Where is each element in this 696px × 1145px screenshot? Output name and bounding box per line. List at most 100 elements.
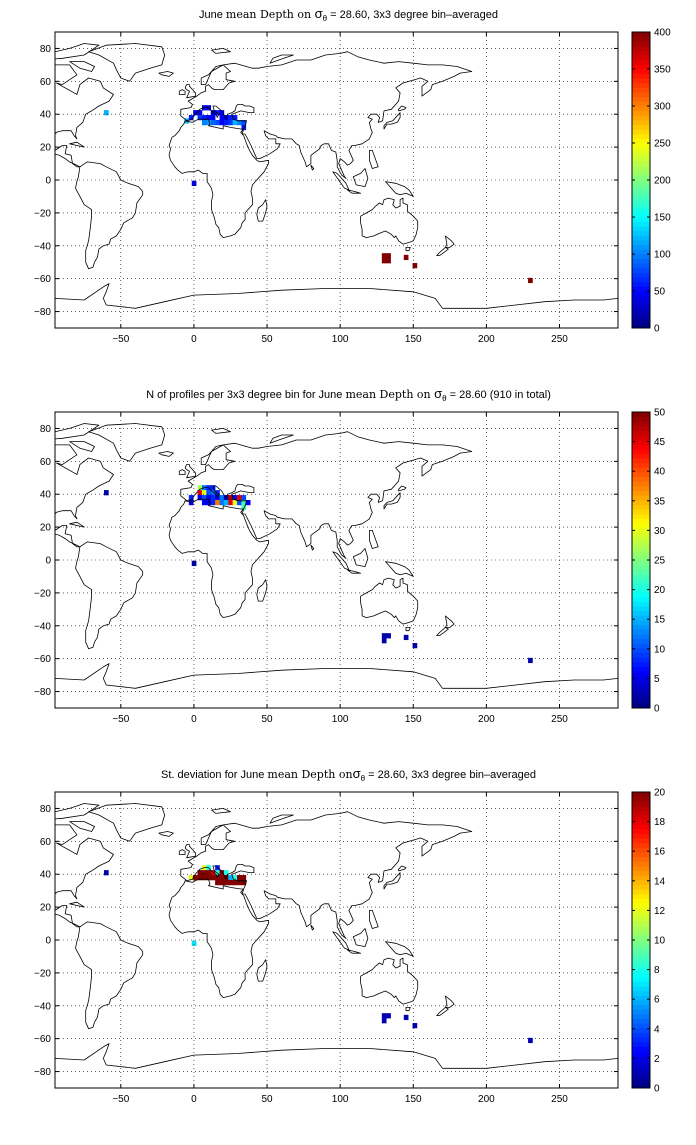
coastline (310, 164, 315, 171)
data-bin (245, 499, 251, 506)
data-bin (197, 115, 203, 121)
colorbar-swatch (632, 272, 650, 278)
colorbar-swatch (632, 323, 650, 329)
colorbar-swatch (632, 829, 650, 835)
data-bin (381, 253, 387, 259)
data-bin (206, 119, 212, 126)
colorbar-swatch (632, 435, 650, 441)
bin-layer (103, 105, 533, 284)
coastline (168, 498, 269, 618)
colorbar-swatch (632, 1083, 650, 1089)
colorbar-swatch (632, 472, 650, 478)
data-bin (188, 499, 194, 506)
coastline (168, 118, 269, 238)
colorbar-swatch (632, 870, 650, 876)
colorbar-swatch (632, 926, 650, 932)
colorbar-swatch (632, 903, 650, 909)
colorbar-swatch (632, 569, 650, 575)
colorbar-swatch (632, 430, 650, 436)
data-bin (210, 495, 216, 501)
data-bin (219, 495, 225, 501)
title-text: N of profiles per 3x3 degree bin for Jun… (146, 389, 345, 401)
colorbar-swatch (632, 953, 650, 959)
coastline (269, 434, 294, 444)
colorbar-swatch (632, 212, 650, 218)
coastline (436, 1007, 449, 1016)
y-tick-label: −40 (34, 1001, 51, 1012)
data-bin (201, 119, 207, 126)
colorbar-swatch (632, 449, 650, 455)
colorbar-swatch (632, 184, 650, 190)
colorbar-tick-label: 25 (654, 556, 666, 567)
coastline (69, 141, 85, 148)
coastline (347, 189, 361, 194)
coastline (69, 521, 85, 528)
coastline (75, 921, 144, 1030)
data-bin (223, 499, 229, 506)
colorbar-swatch (632, 819, 650, 825)
title-text: mean Depth on (226, 8, 315, 21)
colorbar-swatch (632, 295, 650, 301)
colorbar: 0 2 4 6 8 10 12 14 16 18 20 (631, 788, 666, 1095)
data-bin (210, 499, 216, 506)
data-bin (103, 870, 109, 876)
data-bin (191, 560, 197, 567)
colorbar-swatch (632, 133, 650, 139)
colorbar-tick-label: 0 (654, 1084, 660, 1095)
y-tick-label: 40 (40, 110, 52, 121)
colorbar-swatch (632, 115, 650, 121)
colorbar-swatch (632, 92, 650, 98)
colorbar-swatch (632, 684, 650, 690)
colorbar-swatch (632, 291, 650, 297)
colorbar-swatch (632, 180, 650, 186)
y-tick-label: 60 (40, 457, 52, 468)
data-bin (228, 115, 233, 121)
coastline (55, 803, 100, 820)
data-bin (386, 253, 391, 259)
colorbar-swatch (632, 573, 650, 579)
data-bin (381, 258, 387, 264)
colorbar-tick-label: 400 (654, 28, 671, 39)
data-bin (241, 124, 247, 131)
colorbar-swatch (632, 1018, 650, 1024)
coastline (158, 71, 174, 77)
colorbar-tick-label: 20 (654, 585, 666, 596)
colorbar-swatch (632, 842, 650, 848)
data-bin (210, 490, 216, 496)
y-tick-label: 40 (40, 490, 52, 501)
colorbar-swatch (632, 889, 650, 895)
data-bin (219, 115, 225, 121)
data-bin (232, 875, 238, 881)
y-tick-label: −40 (34, 621, 51, 632)
colorbar-swatch (632, 78, 650, 84)
data-bin (412, 263, 418, 269)
data-bin (210, 870, 216, 876)
colorbar-swatch (632, 64, 650, 70)
colorbar-swatch (632, 147, 650, 153)
bin-layer (103, 485, 533, 664)
y-tick-label: −80 (34, 687, 51, 698)
colorbar-swatch (632, 912, 650, 918)
colorbar-swatch (632, 866, 650, 872)
title-text: St. deviation for June (161, 769, 267, 781)
y-tick-label: 60 (40, 837, 52, 848)
coastline (383, 872, 401, 890)
title-symbol: σ (315, 6, 323, 21)
data-bin (103, 490, 109, 496)
colorbar-swatch (632, 458, 650, 464)
colorbar-swatch (632, 1023, 650, 1029)
y-tick-label: 20 (40, 523, 52, 534)
colorbar-swatch (632, 32, 650, 38)
colorbar-swatch (632, 170, 650, 176)
data-bin (232, 119, 238, 126)
data-bin (206, 490, 212, 496)
x-tick-label: 150 (405, 334, 422, 345)
coastline (55, 283, 618, 328)
data-bin (219, 499, 225, 506)
x-tick-label: −50 (112, 714, 129, 725)
colorbar-swatch (632, 815, 650, 821)
grid-layer (55, 412, 618, 708)
colorbar-swatch (632, 203, 650, 209)
data-bin (201, 495, 207, 501)
y-tick-label: 20 (40, 903, 52, 914)
